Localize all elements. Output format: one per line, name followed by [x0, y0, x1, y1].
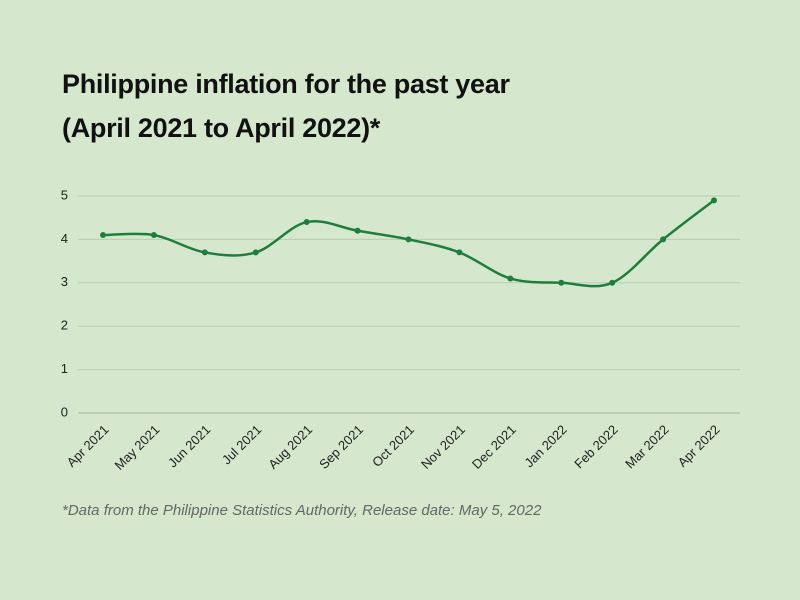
point — [507, 275, 514, 282]
x-tick-label: Dec 2021 — [469, 422, 519, 472]
x-tick-label: Apr 2021 — [64, 422, 112, 470]
point — [303, 219, 310, 226]
x-tick-label: Mar 2022 — [622, 422, 671, 471]
point — [711, 197, 717, 204]
y-tick-label: 3 — [61, 274, 68, 289]
x-tick-label: Jun 2021 — [165, 422, 213, 470]
point — [354, 227, 361, 234]
x-tick-label: Aug 2021 — [265, 422, 315, 472]
x-tick-label: Jan 2022 — [521, 422, 569, 470]
line — [102, 199, 715, 288]
point — [660, 236, 667, 243]
x-tick-label: Jul 2021 — [219, 422, 264, 467]
x-tick-label: Apr 2022 — [675, 422, 723, 470]
x-tick-label: Feb 2022 — [571, 422, 620, 471]
y-tick-label: 5 — [61, 187, 68, 202]
point — [201, 249, 208, 256]
point — [100, 232, 106, 239]
x-tick-label: Sep 2021 — [316, 422, 366, 472]
point — [150, 232, 157, 239]
x-tick-label: Nov 2021 — [418, 422, 468, 472]
y-tick-label: 1 — [61, 361, 68, 376]
point — [252, 249, 259, 256]
y-tick-label: 4 — [61, 231, 68, 246]
point — [456, 249, 463, 256]
y-tick-label: 0 — [61, 404, 68, 419]
x-tick-label: May 2021 — [111, 422, 162, 473]
y-tick-label: 2 — [61, 318, 68, 333]
point — [405, 236, 412, 243]
chart-title: Philippine inflation for the past year (… — [62, 69, 510, 143]
footnote: *Data from the Philippine Statistics Aut… — [62, 502, 542, 519]
point — [609, 279, 616, 286]
x-tick-label: Oct 2021 — [369, 422, 417, 470]
point — [558, 279, 565, 286]
